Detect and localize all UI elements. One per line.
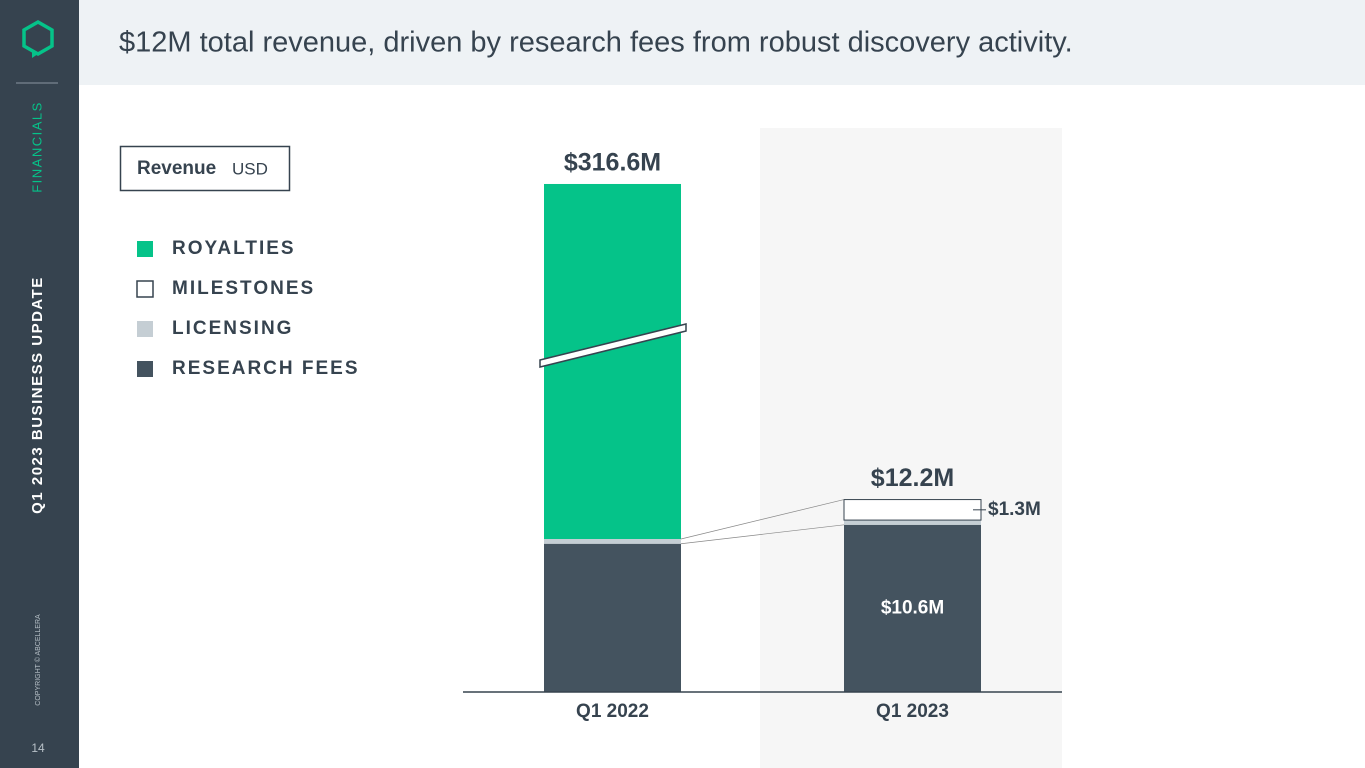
bar-segment — [544, 183, 681, 540]
legend-label: RESEARCH FEES — [172, 358, 360, 379]
unit-box — [119, 145, 291, 192]
section-label: FINANCIALS — [29, 101, 44, 193]
value-label: $1.3M — [988, 499, 1041, 520]
legend-label: MILESTONES — [172, 278, 315, 299]
sidebar — [0, 0, 79, 768]
bar-segment — [844, 524, 981, 692]
legend-swatch — [137, 321, 153, 337]
x-tick-label: Q1 2023 — [876, 701, 949, 722]
header — [79, 0, 1365, 85]
total-label: $12.2M — [871, 464, 954, 492]
axis-label: Revenue — [137, 158, 216, 179]
connector — [680, 524, 845, 545]
page-number: 14 — [31, 741, 45, 755]
bar-segment — [544, 539, 681, 544]
legend-swatch — [136, 280, 154, 298]
legend-label: LICENSING — [172, 318, 293, 339]
unit-label: USD — [232, 159, 268, 178]
copyright: COPYRIGHT © ABCELLERA — [34, 614, 42, 706]
slide-title: $12M total revenue, driven by research f… — [119, 27, 1073, 59]
legend-label: ROYALTIES — [172, 238, 296, 259]
deck-label: Q1 2023 BUSINESS UPDATE — [29, 276, 46, 514]
value-label: $10.6M — [881, 597, 944, 618]
bar-segment — [544, 543, 681, 692]
connector — [680, 499, 845, 540]
logo-tail — [32, 50, 38, 58]
bar-segment — [843, 499, 982, 521]
bar-segment — [844, 520, 981, 525]
legend-swatch — [137, 361, 153, 377]
total-label: $316.6M — [564, 149, 661, 177]
legend-swatch — [137, 241, 153, 257]
axis-break — [539, 323, 687, 368]
x-tick-label: Q1 2022 — [576, 701, 649, 722]
